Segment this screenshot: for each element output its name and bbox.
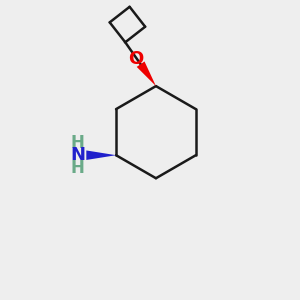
Text: N: N [70, 146, 85, 164]
Text: O: O [128, 50, 143, 68]
Polygon shape [137, 61, 156, 86]
Polygon shape [86, 150, 116, 160]
Text: H: H [70, 134, 84, 152]
Text: H: H [70, 159, 84, 177]
